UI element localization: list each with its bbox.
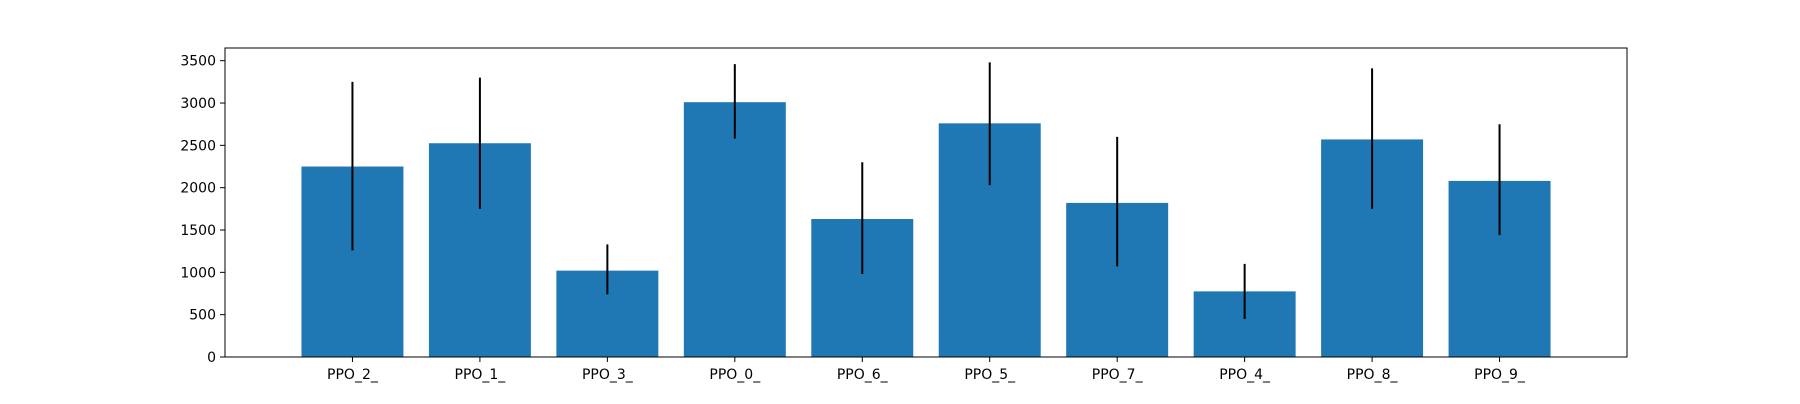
x-tick-label: PPO_6_ [837, 367, 889, 383]
y-tick-label: 0 [207, 350, 216, 366]
x-tick-label: PPO_8_ [1347, 367, 1399, 383]
errorbars-layer [351, 62, 1501, 319]
x-tick-label: PPO_2_ [327, 367, 379, 383]
y-axis: 0 500 1000 1500 2000 2500 3000 3500 [180, 54, 225, 366]
y-tick-label: 2500 [180, 138, 216, 154]
bar-ppo-0 [683, 102, 786, 358]
plot-area-frame [224, 47, 1628, 358]
y-tick-label: 500 [189, 308, 216, 324]
bars-layer [301, 102, 1551, 358]
x-axis: PPO_2_ PPO_1_ PPO_3_ PPO_0_ PPO_6_ PPO_5_ PPO_… [327, 357, 1526, 383]
y-tick-label: 2000 [180, 181, 216, 197]
y-tick-label: 1500 [180, 223, 216, 239]
y-tick-label: 3500 [180, 54, 216, 70]
x-tick-label: PPO_9_ [1474, 367, 1526, 383]
x-tick-label: PPO_3_ [582, 367, 634, 383]
x-tick-label: PPO_4_ [1219, 367, 1271, 383]
x-tick-label: PPO_5_ [964, 367, 1016, 383]
x-tick-label: PPO_1_ [455, 367, 507, 383]
x-tick-label: PPO_7_ [1092, 367, 1144, 383]
x-tick-label: PPO_0_ [709, 367, 761, 383]
y-tick-label: 3000 [180, 96, 216, 112]
y-tick-label: 1000 [180, 265, 216, 281]
